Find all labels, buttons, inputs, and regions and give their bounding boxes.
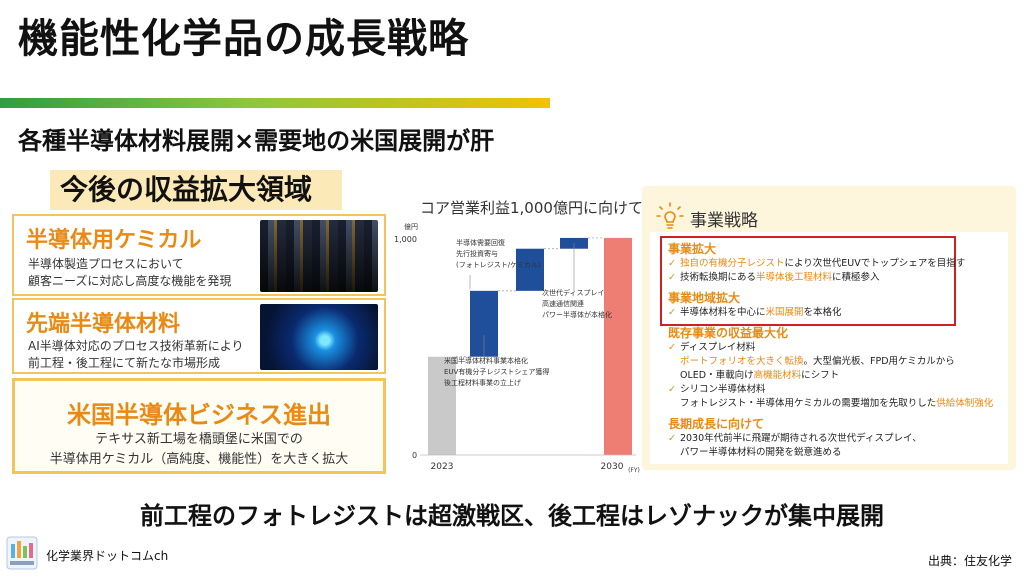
chart-annotation: 先行投資寄与 (456, 249, 498, 258)
lightbulb-icon (656, 202, 684, 229)
page-subtitle: 各種半導体材料展開×需要地の米国展開が肝 (18, 127, 495, 155)
card-text-line: 半導体製造プロセスにおいて (28, 257, 184, 271)
strategy-item: ✓ 半導体材料を中心に米国展開を本格化 (668, 306, 842, 319)
strategy-item-text: 高機能材料 (753, 370, 802, 381)
card-title: 米国半導体ビジネス進出 (67, 401, 331, 429)
strategy-item: ✓ シリコン半導体材料 (668, 383, 765, 396)
channel-name: 化学業界ドットコムch (46, 549, 169, 563)
chart-title: コア営業利益1,000億円に向けて (420, 199, 643, 217)
business-strategy-panel: 事業戦略 事業拡大 ✓ 独自の有機分子レジストにより次世代EUVでトップシェアを目指… (642, 186, 1016, 470)
chart-annotation: 半導体需要回復 (456, 238, 505, 247)
strategy-item: フォトレジスト・半導体用ケミカルの需要増加を先取りした供給体制強化 (680, 397, 993, 410)
chart-annotation: 後工程材料事業の立上げ (444, 378, 521, 387)
strategy-section-title: 事業拡大 (668, 242, 717, 256)
waterfall-chart: 億円 1,000 0 2023 2030 (FY) 米国半導体材料事業本格化 EUV有機分子レ… (394, 222, 640, 474)
chart-annotation: 高速通信関連 (542, 299, 584, 308)
x-axis-unit: (FY) (628, 467, 640, 474)
strategy-item-text: 半導体後工程材料 (755, 272, 832, 283)
strategy-item-text: 独自の有機分子レジスト (679, 258, 785, 269)
strategy-item-text: 技術転換期にある (679, 272, 756, 283)
strategy-section-title: 既存事業の収益最大化 (668, 326, 789, 340)
strategy-list: 事業拡大 ✓ 独自の有機分子レジストにより次世代EUVでトップシェアを目指す ✓ 技術転… (650, 232, 1008, 464)
y-tick-label: 0 (412, 451, 417, 460)
chart-annotation: 米国半導体材料事業本格化 (444, 356, 528, 365)
card-text-line: 顧客ニーズに対応し高度な機能を発現 (28, 274, 232, 288)
chart-annotation: (フォトレジスト/ケミカル) (456, 261, 541, 269)
strategy-item-text: に積極参入 (832, 272, 880, 283)
check-icon: ✓ (668, 433, 676, 444)
strategy-item-text: パワー半導体材料の開発を鋭意進める (680, 447, 842, 458)
source-credit: 出典：住友化学 (927, 554, 1012, 568)
bottom-message: 前工程のフォトレジストは超激戦区、後工程はレゾナックが集中展開 (140, 502, 884, 530)
check-icon: ✓ (668, 307, 676, 318)
chart-annotation: パワー半導体が本格化 (542, 310, 612, 319)
waterfall-bar (604, 237, 632, 455)
strategy-item-text: 。大型偏光板、FPD用ケミカルから (803, 356, 955, 367)
card-text-line: 半導体用ケミカル（高純度、機能性）を大きく拡大 (49, 452, 349, 467)
card-text-line: 前工程・後工程にて新たな市場形成 (28, 356, 221, 370)
card-advanced-semiconductor-materials: 先端半導体材料 AI半導体対応のプロセス技術革新により 前工程・後工程にて新たな… (12, 298, 386, 374)
strategy-item-text: により次世代EUVでトップシェアを目指す (784, 258, 966, 269)
card-us-semiconductor-business: 米国半導体ビジネス進出 テキサス新工場を橋頭堡に米国での 半導体用ケミカル（高純… (12, 378, 386, 474)
strategy-item-text: 米国展開 (765, 307, 804, 318)
strategy-item-text: ディスプレイ材料 (679, 342, 756, 353)
check-icon: ✓ (668, 342, 676, 353)
semiconductor-equipment-photo-icon (260, 220, 378, 292)
card-title: 半導体用ケミカル (26, 228, 202, 253)
chart-annotation: EUV有機分子レジストシェア獲得 (444, 367, 549, 376)
waterfall-bar (428, 356, 456, 455)
strategy-item-text: 2030年代前半に飛躍が期待される次世代ディスプレイ、 (679, 433, 922, 444)
check-icon: ✓ (668, 384, 676, 395)
waterfall-bar (516, 248, 544, 291)
strategy-item: ポートフォリオを大きく転換。大型偏光板、FPD用ケミカルから (680, 355, 955, 368)
strategy-item: ✓ 独自の有機分子レジストにより次世代EUVでトップシェアを目指す (668, 257, 965, 270)
strategy-heading: 事業戦略 (690, 211, 758, 231)
card-title: 先端半導体材料 (26, 312, 181, 337)
highlight-box (660, 236, 956, 326)
strategy-item-text: シリコン半導体材料 (679, 384, 766, 395)
strategy-item-text: にシフト (801, 370, 840, 381)
check-icon: ✓ (668, 258, 676, 269)
card-semiconductor-chemicals: 半導体用ケミカル 半導体製造プロセスにおいて 顧客ニーズに対応し高度な機能を発現 (12, 214, 386, 296)
y-tick-label: 1,000 (394, 235, 417, 244)
chemistry-channel-logo-icon (6, 536, 38, 570)
ai-chip-photo-icon (260, 304, 378, 370)
strategy-item-text: 半導体材料を中心に (679, 307, 766, 318)
strategy-item: OLED・車載向け高機能材料にシフト (680, 369, 839, 382)
revenue-area-heading: 今後の収益拡大領域 (50, 170, 342, 210)
strategy-section-title: 長期成長に向けて (668, 417, 765, 431)
strategy-item: ✓ 技術転換期にある半導体後工程材料に積極参入 (668, 271, 880, 284)
x-tick-label: 2030 (601, 462, 624, 472)
strategy-item: パワー半導体材料の開発を鋭意進める (680, 446, 842, 459)
strategy-item-text: フォトレジスト・半導体用ケミカルの需要増加を先取りした (680, 398, 937, 409)
strategy-item-text: 供給体制強化 (936, 398, 994, 409)
strategy-item-text: を本格化 (803, 307, 842, 318)
card-text-line: テキサス新工場を橋頭堡に米国での (95, 432, 303, 447)
chart-annotation: 次世代ディスプレイ (542, 288, 605, 297)
check-icon: ✓ (668, 272, 676, 283)
strategy-item: ✓ ディスプレイ材料 (668, 341, 755, 354)
x-tick-label: 2023 (431, 462, 454, 472)
strategy-section-title: 事業地域拡大 (668, 291, 741, 305)
strategy-item-text: OLED・車載向け (680, 370, 754, 381)
page-title: 機能性化学品の成長戦略 (18, 16, 469, 62)
y-axis-unit: 億円 (404, 222, 418, 231)
strategy-item-text: ポートフォリオを大きく転換 (680, 356, 804, 367)
title-accent-bar (0, 98, 550, 108)
card-text-line: AI半導体対応のプロセス技術革新により (28, 339, 244, 353)
strategy-item: ✓ 2030年代前半に飛躍が期待される次世代ディスプレイ、 (668, 432, 922, 445)
